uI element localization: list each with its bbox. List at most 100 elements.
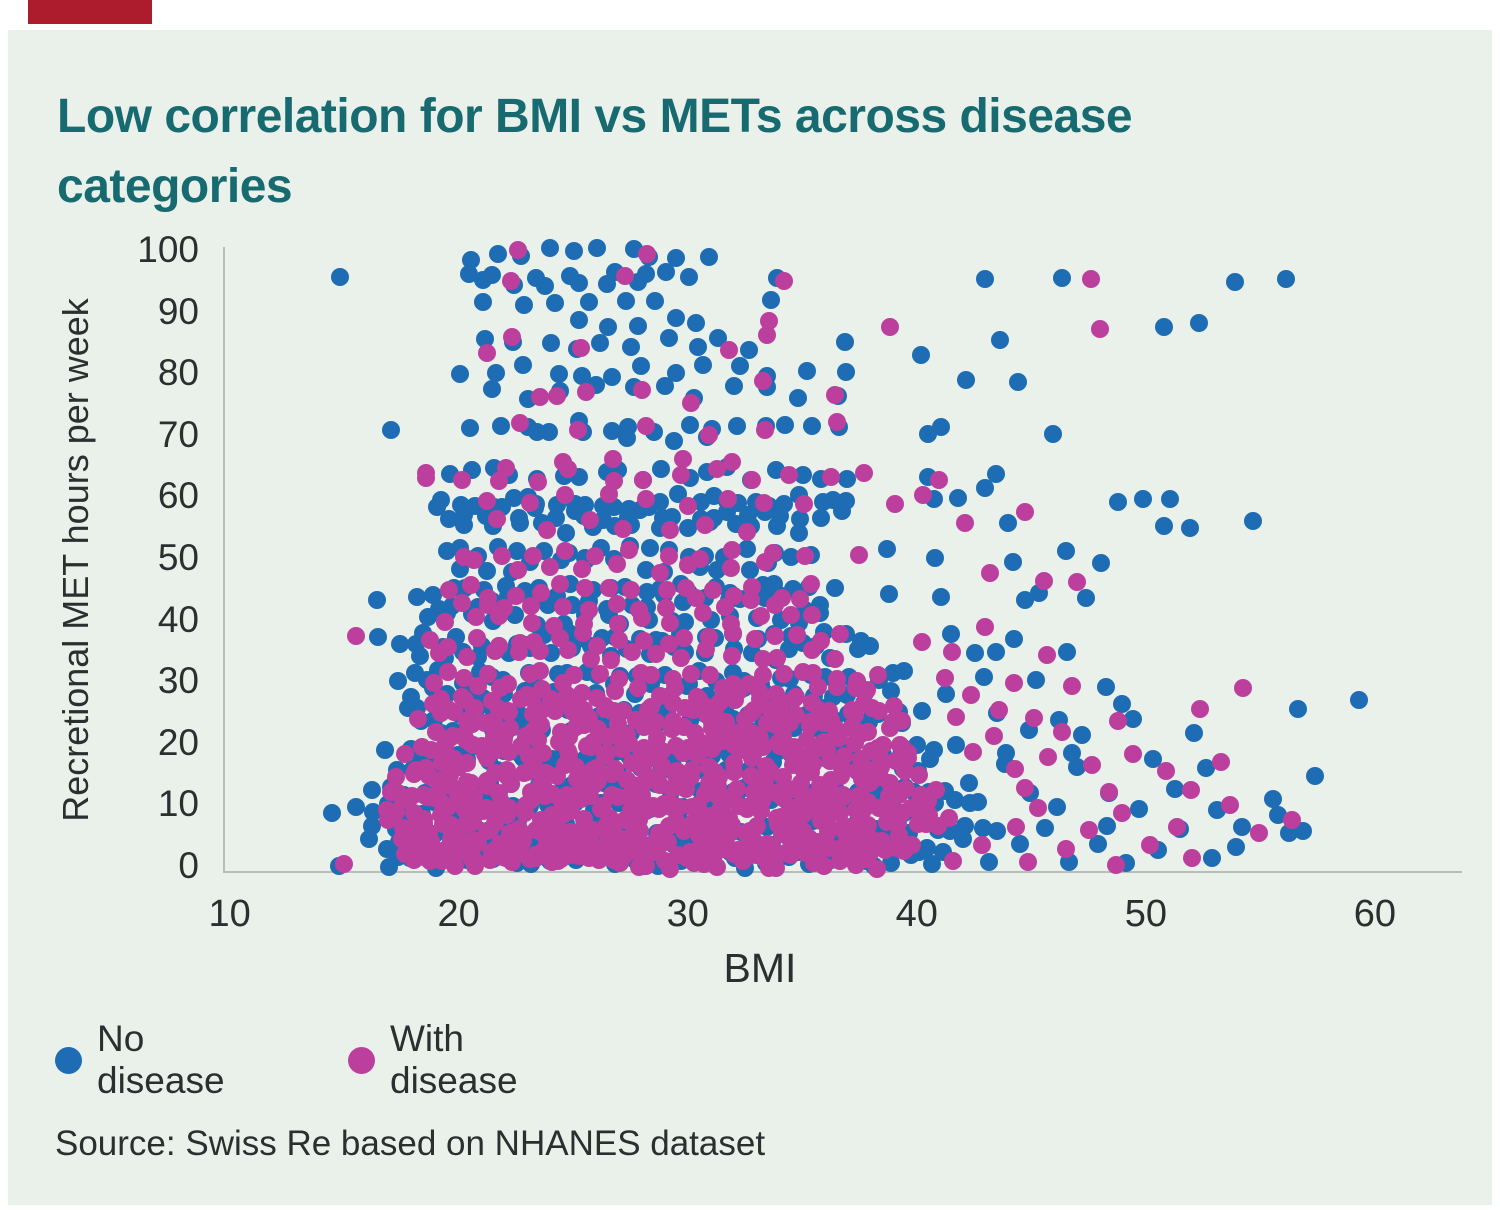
data-point-no-disease [369, 627, 387, 646]
data-point-with-disease [821, 468, 840, 487]
data-point-no-disease [776, 416, 795, 435]
y-axis-title: Recretional MET hours per week [55, 298, 96, 822]
data-point-no-disease [323, 803, 342, 822]
data-point-with-disease [497, 848, 516, 867]
data-point-with-disease [827, 413, 846, 431]
data-point-no-disease [1077, 589, 1096, 608]
data-point-no-disease [1008, 372, 1027, 391]
data-point-no-disease [1289, 700, 1308, 719]
data-point-with-disease [501, 775, 520, 794]
data-point-with-disease [718, 490, 737, 509]
data-point-with-disease [929, 816, 948, 835]
data-point-with-disease [827, 677, 846, 696]
data-point-no-disease [546, 293, 565, 312]
data-point-no-disease [932, 587, 951, 606]
data-point-with-disease [615, 266, 634, 285]
data-point-no-disease [486, 363, 505, 382]
y-tick-label: 40 [157, 598, 199, 640]
data-point-with-disease [541, 558, 560, 577]
data-point-no-disease [572, 367, 591, 386]
data-point-no-disease [686, 313, 705, 332]
data-point-no-disease [1098, 817, 1117, 836]
data-point-with-disease [1191, 699, 1210, 718]
data-point-with-disease [881, 719, 900, 738]
data-point-with-disease [726, 690, 745, 709]
data-point-no-disease [789, 524, 808, 542]
data-point-no-disease [837, 363, 856, 382]
data-point-no-disease [911, 345, 930, 364]
data-point-no-disease [925, 548, 944, 567]
data-point-with-disease [531, 641, 550, 660]
no-disease-dot-icon [55, 1046, 82, 1074]
data-point-with-disease [346, 627, 365, 646]
data-point-with-disease [556, 541, 575, 560]
data-point-no-disease [483, 379, 502, 398]
data-point-with-disease [775, 271, 794, 290]
x-tick-label: 20 [437, 893, 480, 935]
data-point-no-disease [740, 561, 759, 580]
data-point-with-disease [703, 581, 722, 600]
data-point-with-disease [1168, 817, 1187, 836]
data-point-no-disease [617, 291, 636, 310]
data-point-no-disease [410, 647, 429, 666]
data-point-no-disease [1091, 554, 1110, 573]
data-point-no-disease [454, 516, 473, 535]
data-point-with-disease [452, 594, 471, 613]
data-point-with-disease [458, 648, 477, 667]
data-point-no-disease [953, 830, 972, 849]
data-point-with-disease [875, 841, 894, 860]
data-point-with-disease [660, 614, 679, 633]
data-point-with-disease [964, 742, 983, 761]
y-tick-label: 30 [157, 660, 199, 702]
data-point-no-disease [1057, 542, 1076, 561]
data-point-with-disease [414, 848, 433, 867]
data-point-no-disease [974, 668, 993, 687]
data-point-with-disease [767, 858, 786, 877]
data-point-with-disease [1156, 761, 1175, 780]
data-point-no-disease [679, 267, 698, 286]
y-tick-label: 0 [178, 845, 199, 887]
data-point-no-disease [651, 493, 670, 512]
data-point-no-disease [510, 514, 529, 533]
data-point-no-disease [947, 735, 966, 754]
data-point-with-disease [831, 625, 850, 644]
data-point-no-disease [527, 422, 546, 441]
data-point-no-disease [1011, 835, 1030, 854]
data-point-with-disease [435, 613, 454, 632]
data-point-no-disease [957, 371, 976, 389]
data-point-with-disease [722, 647, 741, 666]
data-point-with-disease [852, 725, 871, 744]
data-point-with-disease [658, 580, 677, 599]
data-point-no-disease [569, 273, 588, 292]
data-point-with-disease [622, 642, 641, 661]
data-point-no-disease [390, 634, 409, 653]
data-point-with-disease [445, 856, 464, 875]
data-point-with-disease [682, 664, 701, 683]
data-point-with-disease [521, 494, 540, 513]
data-point-with-disease [942, 642, 961, 661]
data-point-no-disease [542, 333, 561, 352]
x-tick-label: 40 [895, 893, 938, 935]
data-point-with-disease [1283, 810, 1302, 829]
data-point-no-disease [793, 466, 812, 485]
data-point-with-disease [502, 272, 521, 291]
data-point-no-disease [740, 341, 759, 360]
data-point-with-disease [1140, 836, 1159, 855]
data-point-with-disease [509, 643, 528, 662]
data-point-with-disease [962, 686, 981, 705]
data-point-no-disease [657, 263, 676, 282]
data-point-with-disease [850, 545, 869, 564]
data-point-no-disease [1189, 313, 1208, 332]
data-point-no-disease [362, 781, 381, 800]
data-point-no-disease [919, 424, 938, 443]
data-point-no-disease [664, 432, 683, 451]
data-point-with-disease [556, 485, 575, 504]
data-point-with-disease [553, 598, 572, 617]
data-point-no-disease [347, 797, 366, 816]
data-point-with-disease [477, 344, 496, 363]
data-point-with-disease [935, 669, 954, 688]
data-point-with-disease [741, 703, 760, 722]
data-point-with-disease [894, 841, 913, 860]
data-point-no-disease [990, 331, 1009, 350]
data-point-with-disease [832, 767, 851, 786]
